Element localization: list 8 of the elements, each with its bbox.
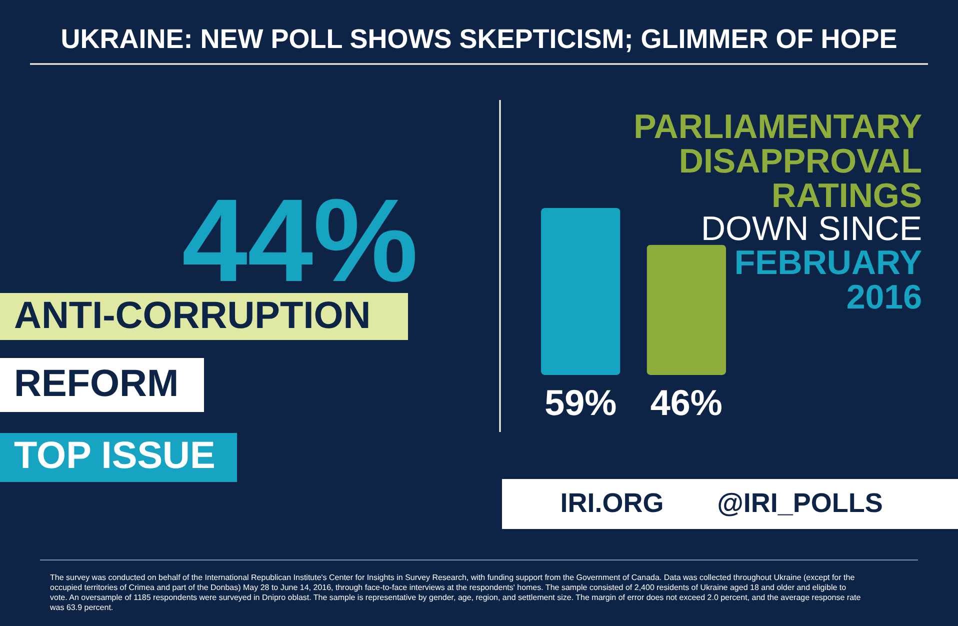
text: IRI.ORG (560, 488, 664, 518)
data-label: 59% (544, 382, 617, 423)
chart-title: UKRAINE: NEW POLL SHOWS SKEPTICISM; GLIMMER OF HOPE (60, 24, 898, 54)
text: The survey was conducted on behalf of the International Republican Institute's Center for Insights in Survey Research, with funding support from the Government of Canada. Data was collected throughout Ukraine (except for the occupied territories of Crimea and part of the Donbas) May 28 to June 14, 2016, through face-to-face interviews at the respondents' homes. The sample consisted of 2,400 residents of Ukraine aged 18 and older and eligible to vote. An oversample of 1185 respondents were surveyed in Dnipro oblast. The sample is representative by gender, age, region, and settlement size. The margin of error does not exceed 2.0 percent, and the average response rate was 63.9 percent. (49, 573, 862, 612)
data-label: 46% (650, 382, 722, 423)
text: @IRI_POLLS (717, 488, 883, 518)
text: REFORM (14, 363, 179, 405)
text: TOP ISSUE (14, 435, 216, 477)
